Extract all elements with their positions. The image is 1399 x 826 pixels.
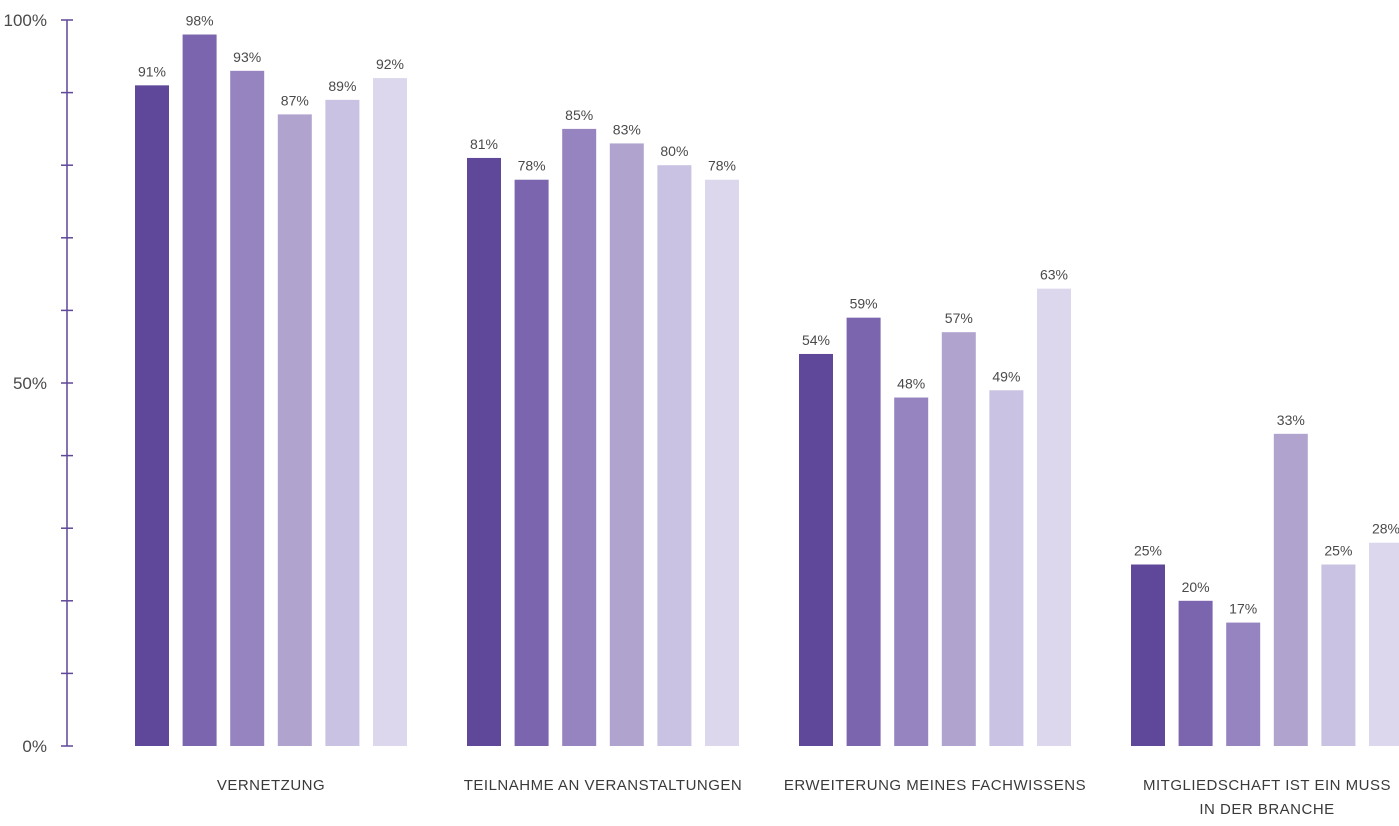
bar <box>1226 623 1260 746</box>
bar <box>467 158 501 746</box>
category-label: MITGLIEDSCHAFT IST EIN MUSS <box>1143 777 1391 794</box>
bar-value-label: 33% <box>1277 412 1305 428</box>
bar-value-label: 85% <box>565 107 593 123</box>
bar-value-label: 25% <box>1134 543 1162 559</box>
bar <box>562 129 596 746</box>
bars <box>135 35 1399 746</box>
bar-value-label: 28% <box>1372 521 1399 537</box>
category-label: TEILNAHME AN VERANSTALTUNGEN <box>464 777 743 794</box>
category-labels: VERNETZUNG TEILNAHME AN VERANSTALTUNGEN ER… <box>217 777 1391 818</box>
bar <box>1274 434 1308 746</box>
bar-value-label: 59% <box>850 296 878 312</box>
bar-value-label: 89% <box>328 78 356 94</box>
bar <box>989 390 1023 746</box>
bar <box>705 180 739 746</box>
bar <box>230 71 264 746</box>
bar-value-label: 78% <box>708 158 736 174</box>
bar-value-label: 80% <box>660 143 688 159</box>
bar <box>1131 565 1165 747</box>
y-axis: 0% 50% 100% <box>4 11 73 756</box>
bar-value-label: 83% <box>613 121 641 137</box>
bar-value-label: 92% <box>376 56 404 72</box>
bar-value-label: 78% <box>518 158 546 174</box>
bar <box>515 180 549 746</box>
bar <box>657 165 691 746</box>
category-label: ERWEITERUNG MEINES FACHWISSENS <box>784 777 1086 794</box>
bar <box>325 100 359 746</box>
bar <box>1179 601 1213 746</box>
bar-value-label: 91% <box>138 63 166 79</box>
bar-value-label: 49% <box>992 368 1020 384</box>
bar <box>1037 289 1071 746</box>
bar <box>373 78 407 746</box>
bar-value-label: 87% <box>281 92 309 108</box>
bar-value-label: 93% <box>233 49 261 65</box>
y-tick-label: 100% <box>4 11 47 30</box>
bar-value-label: 57% <box>945 310 973 326</box>
y-tick-label: 50% <box>13 374 47 393</box>
bar <box>942 332 976 746</box>
bar <box>799 354 833 746</box>
bar <box>894 398 928 746</box>
bar <box>610 143 644 746</box>
bar-value-label: 48% <box>897 376 925 392</box>
category-label: IN DER BRANCHE <box>1199 801 1334 818</box>
bar <box>847 318 881 746</box>
bar <box>135 85 169 746</box>
bar-value-label: 98% <box>186 13 214 29</box>
bar-value-label: 25% <box>1324 543 1352 559</box>
bar-value-label: 81% <box>470 136 498 152</box>
bar-value-label: 20% <box>1182 579 1210 595</box>
bar-value-label: 63% <box>1040 267 1068 283</box>
bar-value-label: 54% <box>802 332 830 348</box>
bar <box>183 35 217 746</box>
bar <box>1369 543 1399 746</box>
category-label: VERNETZUNG <box>217 777 325 794</box>
bar <box>1321 565 1355 747</box>
bar-value-label: 17% <box>1229 601 1257 617</box>
y-tick-label: 0% <box>22 737 47 756</box>
bar <box>278 114 312 746</box>
